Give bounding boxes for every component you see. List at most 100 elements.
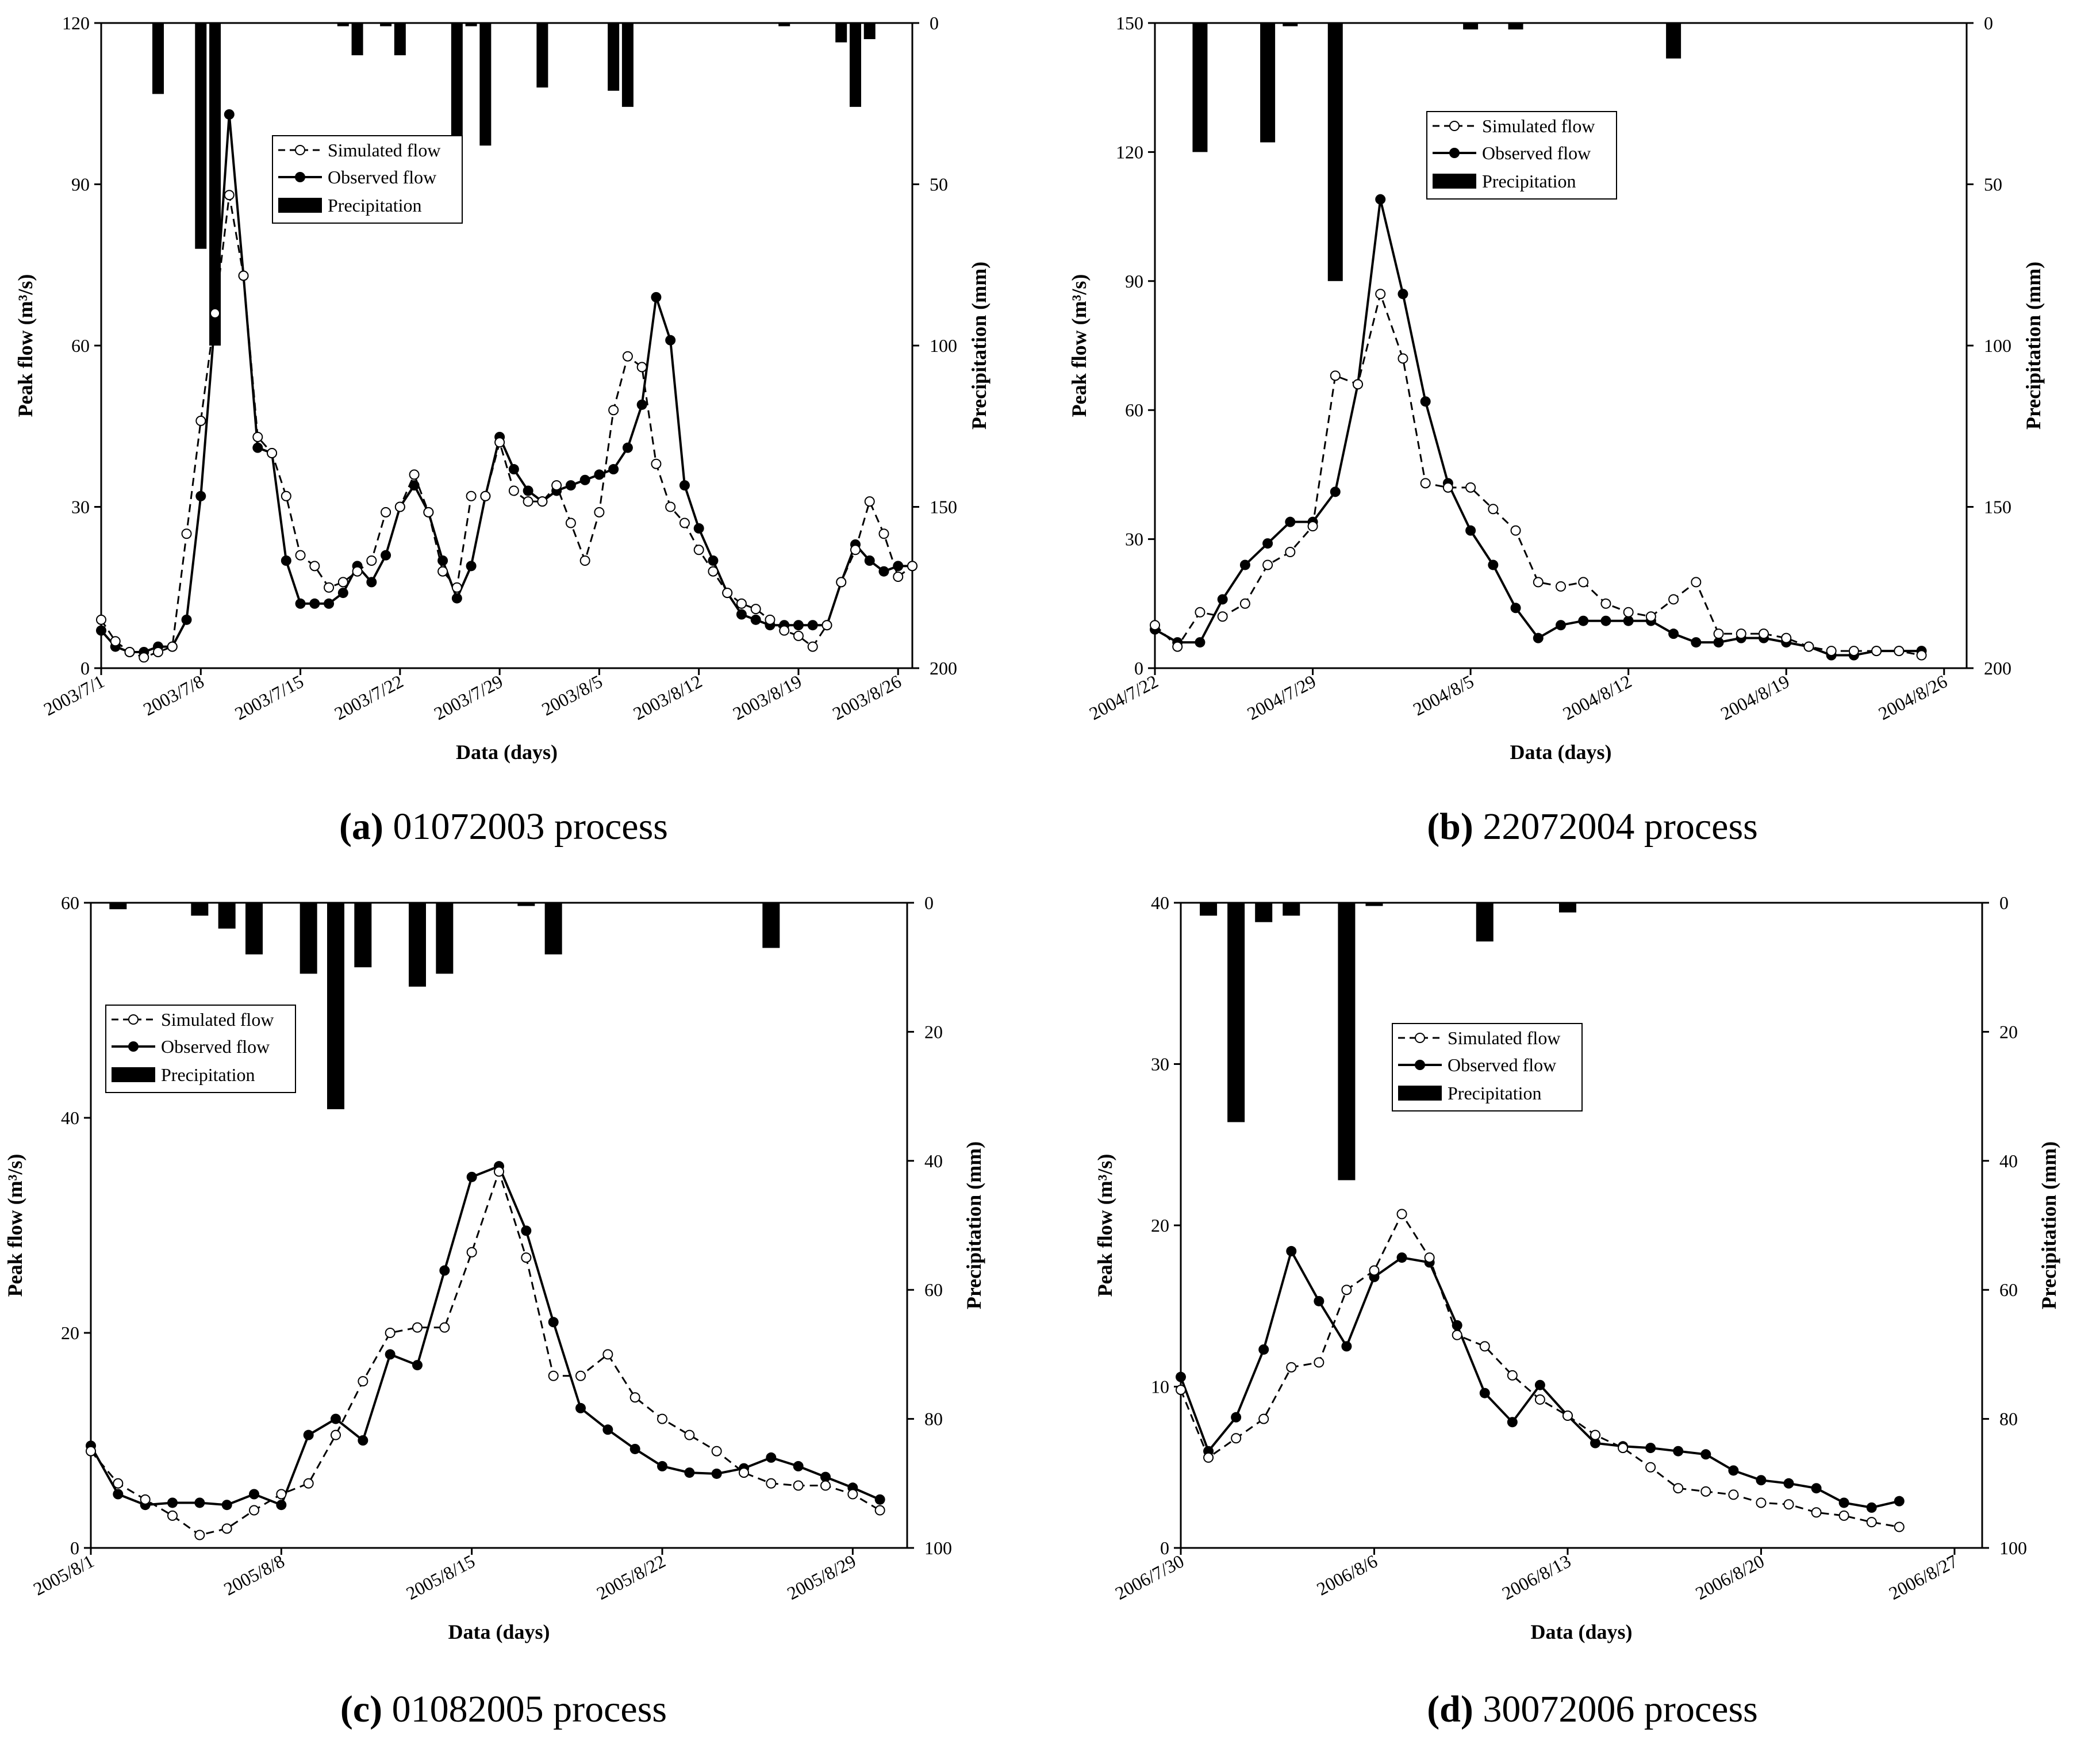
simulated-point-d [1728, 1489, 1739, 1500]
simulated-point-b [1330, 370, 1341, 381]
simulated-point-a [381, 507, 391, 518]
simulated-point-a [451, 582, 462, 593]
legend-label-observed-b: Observed flow [1482, 143, 1591, 163]
observed-point-d [1590, 1438, 1601, 1448]
simulated-point-d [1314, 1357, 1325, 1368]
x-tick-label-a: 2003/7/15 [231, 670, 306, 724]
observed-point-c [521, 1225, 532, 1236]
observed-point-c [548, 1317, 559, 1328]
observed-point-a [337, 588, 348, 599]
observed-point-a [366, 577, 377, 588]
simulated-point-b [1781, 633, 1792, 643]
simulated-point-a [594, 507, 605, 518]
precip-bar-d [1227, 903, 1245, 1122]
observed-line-d [1180, 1248, 1900, 1509]
simulated-point-a [765, 614, 775, 625]
y-tick-label-b: 120 [1116, 141, 1143, 162]
legend-observed-marker-c [128, 1041, 139, 1052]
precip-bar-b [1192, 23, 1208, 152]
simulated-point-a [324, 582, 335, 593]
precip-bar-c [354, 903, 372, 968]
simulated-point-a [352, 566, 363, 577]
simulated-point-b [1916, 650, 1927, 661]
simulated-point-d [1838, 1510, 1849, 1521]
observed-point-b [1285, 516, 1296, 527]
observed-point-c [466, 1171, 477, 1182]
x-tick-label-a: 2003/7/1 [40, 670, 108, 719]
legend-observed-marker-a [295, 172, 305, 182]
simulated-point-a [409, 469, 420, 480]
y-tick-label-d: 40 [1151, 892, 1169, 913]
x-tick-label-a: 2003/7/22 [331, 670, 406, 724]
y2-tick-label-c: 80 [924, 1409, 943, 1429]
observed-line-a [100, 114, 912, 653]
simulated-point-a [679, 518, 690, 528]
y2-axis-title-a: Precipitation (mm) [968, 262, 991, 430]
legend-d: Simulated flow Observed flow Precipitation [1392, 1023, 1583, 1111]
x-axis-title-b: Data (days) [1510, 741, 1612, 764]
observed-point-b [1488, 559, 1499, 570]
x-tick-label-b: 2004/8/12 [1559, 670, 1634, 724]
observed-point-c [249, 1489, 259, 1500]
observed-point-d [1673, 1446, 1684, 1456]
precip-bar-c [436, 903, 454, 974]
y2-tick-label-c: 40 [924, 1151, 943, 1171]
legend-label-observed-c: Observed flow [161, 1036, 270, 1057]
simulated-point-c [249, 1505, 259, 1516]
simulated-point-a [750, 604, 761, 615]
precip-bar-c [191, 903, 209, 916]
precip-bar-b [1327, 23, 1343, 281]
simulated-point-a [708, 566, 719, 577]
simulated-point-a [466, 490, 477, 501]
x-tick-label-c: 2005/8/1 [30, 1550, 97, 1599]
y-tick-label-a: 0 [80, 658, 90, 679]
legend-c: Simulated flow Observed flow Precipitation [105, 1005, 296, 1093]
simulated-point-a [565, 518, 576, 528]
y-tick-label-d: 0 [1160, 1538, 1169, 1558]
y-tick-label-b: 90 [1125, 271, 1143, 292]
x-tick-label-a: 2003/8/19 [730, 670, 805, 724]
simulated-point-d [1507, 1370, 1518, 1381]
simulated-point-c [820, 1480, 831, 1491]
precip-bar-c [517, 903, 535, 906]
simulated-point-c [167, 1510, 178, 1521]
simulated-point-d [1369, 1265, 1380, 1276]
x-axis-title-d: Data (days) [1531, 1620, 1633, 1643]
observed-point-a [451, 593, 462, 604]
y2-axis-title-c: Precipitation (mm) [962, 1141, 985, 1309]
y2-tick-label-b: 50 [1984, 174, 2002, 195]
chart-c: 0 20 40 60 0 20 40 60 80 100 2005/8/1 2005/8/8 2005/… [3, 892, 985, 1643]
legend-label-precip-d: Precipitation [1448, 1083, 1542, 1103]
observed-point-b [1713, 637, 1724, 648]
simulated-point-c [575, 1370, 586, 1381]
simulated-point-d [1866, 1517, 1877, 1528]
observed-point-d [1507, 1417, 1518, 1428]
simulated-point-a [394, 501, 405, 512]
precip-bar-d [1338, 903, 1356, 1180]
observed-point-c [331, 1413, 341, 1424]
y2-tick-label-b: 200 [1984, 658, 2011, 679]
precip-bar-c [300, 903, 317, 974]
observed-point-c [766, 1452, 777, 1463]
observed-point-d [1314, 1295, 1325, 1306]
simulated-point-a [480, 490, 491, 501]
legend-label-observed-a: Observed flow [328, 167, 436, 187]
precip-bar-a [479, 23, 492, 146]
simulated-point-b [1894, 646, 1905, 657]
observed-point-c [276, 1500, 287, 1511]
simulated-point-d [1673, 1483, 1684, 1494]
observed-point-a [750, 614, 761, 625]
simulated-point-a [551, 480, 562, 491]
precip-bar-a [152, 23, 164, 94]
simulated-point-a [636, 362, 647, 373]
observed-point-a [807, 620, 818, 631]
simulated-point-c [412, 1322, 423, 1333]
simulated-point-b [1645, 611, 1656, 622]
caption-b: (b) 22072004 process [1427, 806, 1758, 848]
observed-point-a [252, 442, 263, 453]
observed-point-b [1533, 633, 1544, 643]
observed-point-a [224, 109, 235, 120]
simulated-point-c [739, 1467, 749, 1478]
simulated-point-a [437, 566, 448, 577]
